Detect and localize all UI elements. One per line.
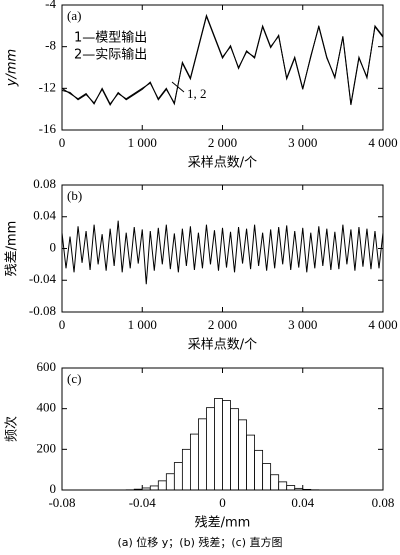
panel-label: (c) [67,371,81,386]
plot-frame [61,4,384,131]
hist-bar [181,448,191,491]
y-tick-label: -0.08 [29,303,56,318]
x-tick-label: 4 000 [368,317,397,332]
x-tick-label: 0.08 [372,495,395,510]
hist-bar [165,473,175,491]
legend-entry: 1—模型输出 [74,30,147,46]
hist-bar [189,433,199,491]
x-tick-label: 0 [219,495,226,510]
x-tick-label: 2 000 [208,317,237,332]
x-tick-label: -0.08 [48,495,75,510]
hist-bar [198,418,207,491]
y-tick-label: 0 [50,481,57,496]
x-axis-label: 采样点数/个 [188,156,257,171]
y-axis-label: y/mm [5,49,20,87]
x-axis-label: 采样点数/个 [188,338,257,353]
panel-label: (a) [67,8,81,23]
y-tick-label: 0.08 [33,176,56,191]
plot-frame [61,184,384,313]
data-line [61,14,384,107]
x-axis-label: 残差/mm [195,516,251,531]
panel-label: (b) [67,188,82,203]
x-tick-label: 1 000 [128,135,157,150]
hist-bar [238,419,247,491]
x-tick-label: 1 000 [128,317,157,332]
hist-bar [206,407,215,491]
caption: (a) 位移 y；(b) 残差；(c) 直方图 [117,535,282,549]
y-tick-label: 200 [37,440,57,455]
hist-bar [214,398,223,491]
y-tick-label: -4 [45,0,56,11]
hist-bar [278,481,288,491]
plot-frame [61,367,384,491]
x-tick-label: 0 [59,135,66,150]
hist-bar [270,474,280,491]
annotation: 1, 2 [187,86,207,101]
hist-bar [246,434,255,491]
y-tick-label: -16 [39,121,57,136]
y-tick-label: -12 [39,79,56,94]
hist-bar [222,400,231,491]
hist-bar [230,408,239,491]
y-tick-label: 0.04 [33,208,56,223]
hist-bar [286,485,296,491]
y-axis-label: 频次 [4,416,20,442]
y-tick-label: 0 [50,239,57,254]
x-tick-label: 4 000 [368,135,397,150]
x-tick-label: 0 [59,317,66,332]
legend-entry: 2—实际输出 [74,47,147,63]
y-tick-label: 400 [37,400,57,415]
x-tick-label: 3 000 [288,135,317,150]
x-tick-label: -0.04 [129,495,157,510]
annotation-leader [171,81,185,93]
x-tick-label: 0.04 [291,495,314,510]
hist-bar [149,485,159,491]
hist-bar [254,449,264,491]
hist-bar [262,463,272,491]
hist-bar [173,462,183,491]
data-line [61,220,384,285]
y-tick-label: -0.04 [29,271,57,286]
x-tick-label: 2 000 [208,135,237,150]
hist-bar [157,480,167,491]
y-axis-label: 残差/mm [5,221,20,277]
x-tick-label: 3 000 [288,317,317,332]
y-tick-label: -8 [45,38,56,53]
y-tick-label: 600 [37,359,57,374]
